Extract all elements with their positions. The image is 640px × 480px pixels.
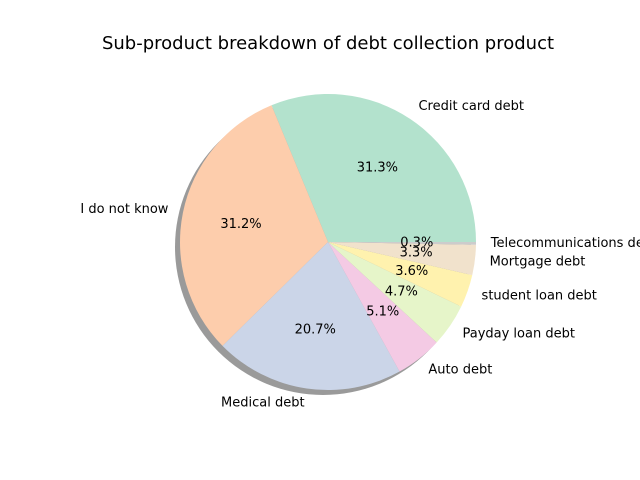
pie-slice-2 xyxy=(222,242,400,391)
pie-labels: 31.3% Credit card debt 31.2% I do not know 2… xyxy=(80,99,640,410)
slice-category-label: I do not know xyxy=(80,202,168,217)
slice-percent-label: 31.3% xyxy=(357,161,398,176)
slice-percent-label: 0.3% xyxy=(400,235,433,250)
pie-slice-3 xyxy=(328,242,437,372)
slice-category-label: Payday loan debt xyxy=(462,326,574,341)
slice-percent-label: 5.1% xyxy=(366,304,399,319)
slice-percent-label: 3.3% xyxy=(400,245,433,260)
slice-category-label: Mortgage debt xyxy=(490,254,586,269)
slice-category-label: Credit card debt xyxy=(418,99,523,114)
slice-percent-label: 4.7% xyxy=(385,285,418,300)
pie-slices xyxy=(179,93,476,391)
pie-slice-0 xyxy=(271,93,476,242)
slice-category-label: Medical debt xyxy=(221,396,305,411)
slice-category-label: Telecommunications debt xyxy=(490,236,640,251)
slice-percent-label: 3.6% xyxy=(395,264,428,279)
pie-slice-1 xyxy=(179,105,328,346)
pie-slice-7 xyxy=(328,242,476,245)
pie-slice-5 xyxy=(328,242,473,307)
slice-percent-label: 20.7% xyxy=(295,322,336,337)
pie-slice-6 xyxy=(328,242,476,276)
slice-category-label: Auto debt xyxy=(428,363,492,378)
chart-title: Sub-product breakdown of debt collection… xyxy=(102,33,554,54)
pie-slice-4 xyxy=(328,242,462,343)
slice-category-label: student loan debt xyxy=(482,289,597,304)
slice-percent-label: 31.2% xyxy=(220,217,261,232)
